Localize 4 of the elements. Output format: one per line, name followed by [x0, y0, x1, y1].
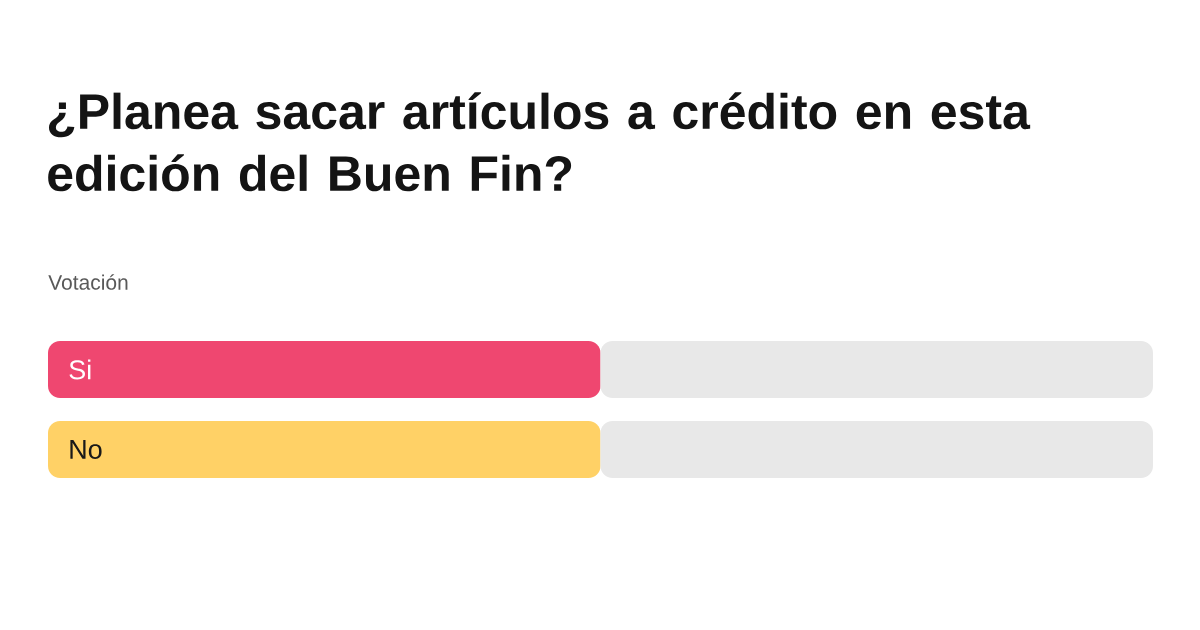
y-tick-label: No [70, 440, 102, 459]
y-tick-label: Si [69, 359, 91, 380]
chart-subtitle: Votación [48, 274, 128, 290]
chart-title: ¿Planea sacar artículos a crédito en esta edición del Buen Fin? [48, 92, 1031, 192]
